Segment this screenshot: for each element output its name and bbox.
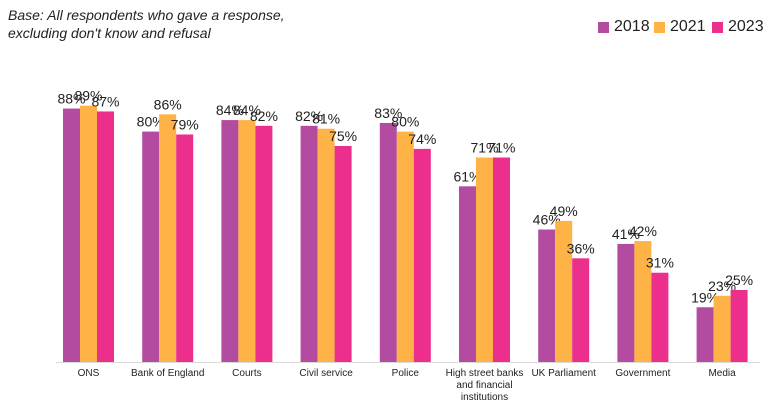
category-label-1: Bank of England [131, 368, 204, 379]
bar-2018-1 [142, 131, 160, 362]
bar-label-2018-1: 80% [137, 114, 165, 130]
bar-2023-3 [334, 146, 352, 362]
bar-label-2018-0: 88% [57, 91, 85, 107]
bar-2021-0 [80, 105, 97, 363]
bar-label-2018-2: 84% [216, 102, 244, 118]
bar-2018-2 [221, 120, 239, 362]
bar-2023-5 [493, 157, 510, 362]
bar-2021-2 [238, 120, 256, 362]
bar-2021-5 [476, 157, 493, 362]
legend-swatch-2018 [598, 21, 609, 33]
bar-2018-8 [696, 307, 714, 362]
bar-label-2021-7: 42% [629, 223, 657, 239]
bar-2023-2 [255, 125, 273, 362]
bar-label-2023-6: 36% [567, 240, 595, 256]
bar-label-2021-6: 49% [550, 203, 578, 219]
bar-2023-7 [651, 272, 669, 362]
legend-item-2021: 2021 [654, 16, 706, 38]
base-note: Base: All respondents who gave a respons… [8, 6, 285, 42]
bar-label-2018-7: 41% [612, 226, 640, 242]
bar-label-2021-2: 84% [233, 102, 261, 118]
bar-2021-7 [634, 241, 652, 362]
bar-label-2021-4: 80% [391, 114, 419, 130]
category-label-7: Government [615, 368, 670, 379]
bar-label-2021-0: 89% [74, 88, 102, 104]
bar-2018-3 [300, 125, 318, 362]
base-note-line-2: excluding don't know and refusal [8, 25, 211, 41]
bar-2023-6 [572, 258, 590, 362]
category-label-4: Police [392, 368, 420, 379]
bar-label-2023-5: 71% [487, 140, 515, 156]
bar-2018-0 [63, 108, 80, 362]
bar-label-2021-1: 86% [154, 96, 182, 112]
bar-2018-4 [379, 122, 397, 363]
bar-label-2023-1: 79% [171, 116, 199, 132]
bar-label-2023-4: 74% [408, 131, 436, 147]
legend-item-2023: 2023 [712, 16, 764, 38]
category-label-6: UK Parliament [531, 368, 596, 379]
bar-label-2023-8: 25% [725, 272, 753, 288]
bar-2021-3 [317, 128, 335, 362]
bar-label-2018-8: 19% [691, 289, 719, 305]
bar-2023-4 [413, 148, 431, 362]
legend-item-2018: 2018 [598, 16, 650, 38]
base-note-line-1: Base: All respondents who gave a respons… [8, 7, 285, 23]
bar-label-2021-3: 81% [312, 111, 340, 127]
legend-label-2018: 2018 [614, 18, 650, 35]
category-label-5: High street banks and financial institutio… [446, 368, 524, 403]
bar-label-2023-0: 87% [91, 93, 119, 109]
bar-label-2023-3: 75% [329, 128, 357, 144]
legend-label-2021: 2021 [670, 18, 706, 35]
legend-swatch-2023 [712, 21, 723, 33]
bar-label-2018-5: 61% [453, 168, 481, 184]
bar-2018-5 [459, 186, 476, 362]
bar-2021-4 [396, 131, 414, 362]
category-label-0: ONS [78, 368, 100, 379]
category-label-3: Civil service [299, 368, 353, 379]
bar-label-2021-5: 71% [470, 140, 498, 156]
category-label-8: Media [708, 368, 736, 379]
bar-2023-8 [730, 290, 748, 362]
bar-2021-6 [555, 220, 573, 362]
bar-2021-8 [713, 295, 731, 362]
legend-label-2023: 2023 [728, 18, 764, 35]
bar-label-2023-2: 82% [250, 108, 278, 124]
bar-label-2021-8: 23% [708, 278, 736, 294]
category-label-2: Courts [232, 368, 261, 379]
bar-2018-6 [538, 229, 556, 362]
bar-label-2018-3: 82% [295, 108, 323, 124]
bar-2018-7 [617, 243, 635, 362]
chart-legend: 2018 2021 2023 [0, 16, 768, 38]
bar-2021-1 [159, 114, 177, 362]
bar-label-2018-4: 83% [374, 105, 402, 121]
legend-swatch-2021 [654, 21, 665, 33]
bar-2023-0 [97, 111, 114, 362]
bar-label-2018-6: 46% [533, 212, 561, 228]
bar-label-2023-7: 31% [646, 255, 674, 271]
bar-2023-1 [176, 134, 194, 362]
